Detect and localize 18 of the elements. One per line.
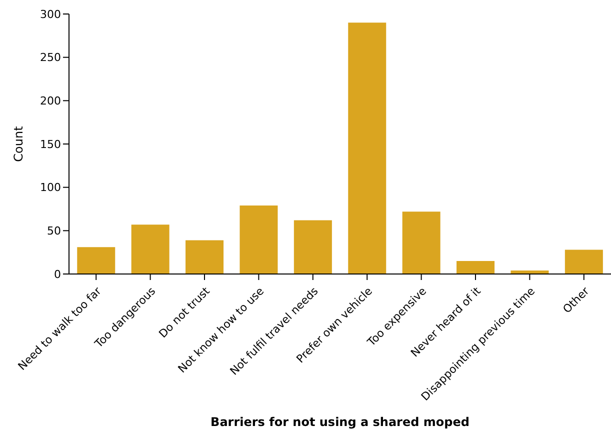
- bar: [456, 261, 495, 274]
- bar: [240, 206, 278, 274]
- y-tick-label: 300: [40, 8, 61, 21]
- y-tick-label: 50: [47, 224, 61, 238]
- bar: [77, 247, 116, 274]
- y-tick-label: 250: [40, 51, 61, 64]
- bar: [294, 220, 332, 274]
- y-tick-label: 150: [40, 138, 61, 151]
- y-tick-label: 100: [40, 181, 61, 194]
- y-axis-title: Count: [11, 126, 26, 162]
- bar: [564, 250, 603, 274]
- bar: [186, 240, 224, 274]
- y-tick-label: 0: [54, 268, 61, 281]
- bar: [348, 22, 386, 274]
- y-tick-label: 200: [40, 94, 61, 108]
- bar: [131, 224, 170, 274]
- x-axis-title: Barriers for not using a shared moped: [210, 415, 470, 429]
- bar: [402, 212, 440, 274]
